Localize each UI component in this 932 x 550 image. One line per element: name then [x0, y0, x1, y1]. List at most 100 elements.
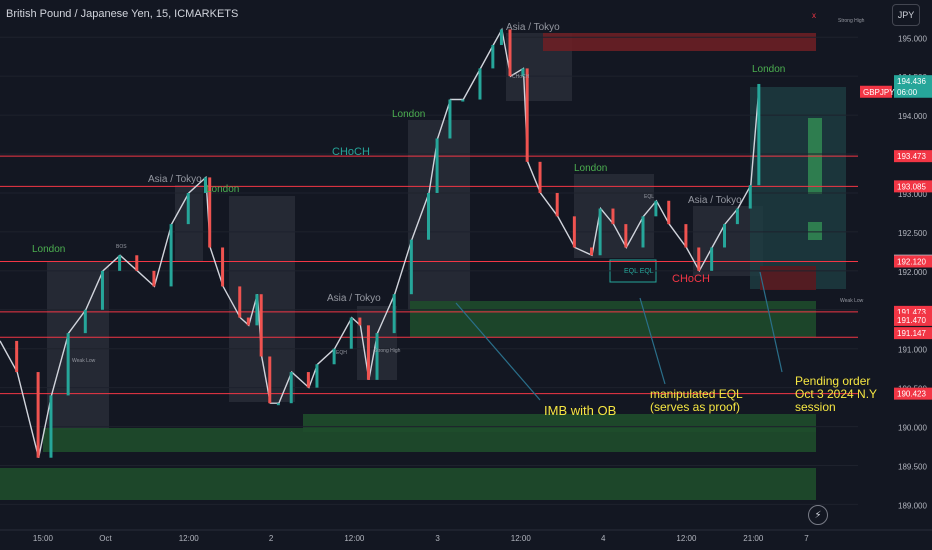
price-axis-label: 190.423 — [897, 390, 926, 399]
candle — [349, 317, 353, 349]
candle — [332, 348, 336, 365]
structure-label: CHoCH — [512, 74, 530, 80]
candle — [735, 208, 739, 225]
session-label: London — [574, 163, 607, 174]
annotation-arrow — [759, 271, 783, 373]
candle — [268, 356, 272, 404]
price-axis-label-bg — [894, 150, 932, 163]
price-axis-label-bg — [894, 387, 932, 400]
candle — [306, 372, 310, 388]
candle — [572, 216, 576, 248]
time-tick-label: 7 — [804, 534, 809, 543]
candle — [15, 340, 19, 373]
candle — [36, 372, 40, 458]
session-label: London — [206, 184, 239, 195]
candle — [723, 224, 727, 248]
candle — [521, 68, 525, 77]
candle — [757, 83, 761, 186]
symbol-tag: GBPJPY — [863, 88, 895, 97]
session-label: Asia / Tokyo — [148, 174, 202, 185]
structure-label: EQL — [644, 194, 654, 200]
candle — [555, 192, 559, 217]
annotation-arrow — [455, 302, 541, 401]
x-marker: x — [812, 11, 816, 20]
candle — [392, 294, 396, 334]
price-axis-label-bg — [894, 75, 932, 88]
candle — [654, 200, 658, 217]
candle — [366, 325, 370, 380]
currency-button[interactable]: JPY — [892, 4, 920, 26]
candle — [611, 208, 615, 225]
candle — [641, 216, 645, 248]
candle — [525, 68, 529, 162]
candle — [624, 224, 628, 248]
price-series-line — [0, 27, 760, 458]
candle — [598, 208, 602, 256]
annotation-label: EQL EQL — [624, 268, 654, 275]
candle — [448, 99, 452, 139]
price-axis-label: 193.473 — [897, 152, 926, 161]
candle — [375, 333, 379, 380]
candle — [255, 294, 259, 326]
symbol-tag-bg — [860, 85, 892, 98]
candle — [169, 224, 173, 287]
price-axis-label: 193.085 — [897, 182, 926, 191]
price-axis-label: 191.147 — [897, 329, 926, 338]
time-tick-label: 2 — [269, 534, 274, 543]
structure-label: EQH — [336, 350, 347, 356]
candle — [590, 247, 594, 256]
annotation-label: (serves as proof) — [650, 400, 740, 414]
price-axis-label: 194.436 — [897, 77, 926, 86]
price-tick-label: 190.000 — [898, 424, 927, 433]
session-label: Asia / Tokyo — [688, 195, 742, 206]
candle — [238, 286, 242, 318]
session-box — [47, 262, 109, 430]
time-tick-label: 4 — [601, 534, 606, 543]
structure-label: Weak Low — [840, 298, 864, 304]
candle — [83, 309, 87, 334]
session-label: London — [392, 109, 425, 120]
price-axis-label: 191.473 — [897, 308, 926, 317]
annotation-label: Pending order — [795, 374, 870, 388]
candle — [203, 177, 207, 193]
candle — [259, 294, 263, 357]
session-label: Asia / Tokyo — [506, 22, 560, 33]
structure-label: Strong High — [374, 348, 401, 354]
price-axis-label: 192.120 — [897, 257, 926, 266]
candle — [246, 317, 250, 326]
price-axis-label-bg — [894, 327, 932, 340]
chart-title: British Pound / Japanese Yen, 15, ICMARK… — [6, 8, 239, 20]
structure-label: BOS — [116, 244, 127, 250]
price-tick-label: 189.000 — [898, 501, 927, 510]
session-box — [408, 120, 470, 310]
price-tick-label: 194.000 — [898, 112, 927, 121]
price-axis-label-bg — [894, 255, 932, 268]
annotation-label: Oct 3 2024 N.Y — [795, 387, 877, 401]
session-label: Asia / Tokyo — [327, 293, 381, 304]
candle — [276, 403, 280, 406]
candle — [478, 68, 482, 100]
price-axis-label-bg — [894, 313, 932, 326]
price-tick-label: 193.000 — [898, 190, 927, 199]
annotation-label: CHoCH — [332, 146, 370, 158]
annotation-label: IMB with OB — [544, 403, 616, 418]
price-axis-label-bg — [894, 180, 932, 193]
lightning-icon[interactable]: ⚡ — [808, 505, 828, 525]
candle — [697, 247, 701, 271]
annotation-arrow — [639, 297, 666, 385]
candle — [710, 247, 714, 271]
candle — [508, 29, 512, 77]
structure-label: Strong High — [838, 18, 865, 24]
candle — [152, 270, 156, 287]
candle — [100, 270, 104, 310]
candle — [221, 247, 225, 287]
candle — [667, 200, 671, 225]
time-tick-label: 3 — [435, 534, 440, 543]
annotation-label: manipulated EQL — [650, 387, 743, 401]
candle — [358, 317, 362, 326]
session-box — [750, 87, 846, 289]
price-tick-label: 189.500 — [898, 462, 927, 471]
candle — [748, 185, 752, 209]
time-tick-label: 21:00 — [743, 534, 764, 543]
